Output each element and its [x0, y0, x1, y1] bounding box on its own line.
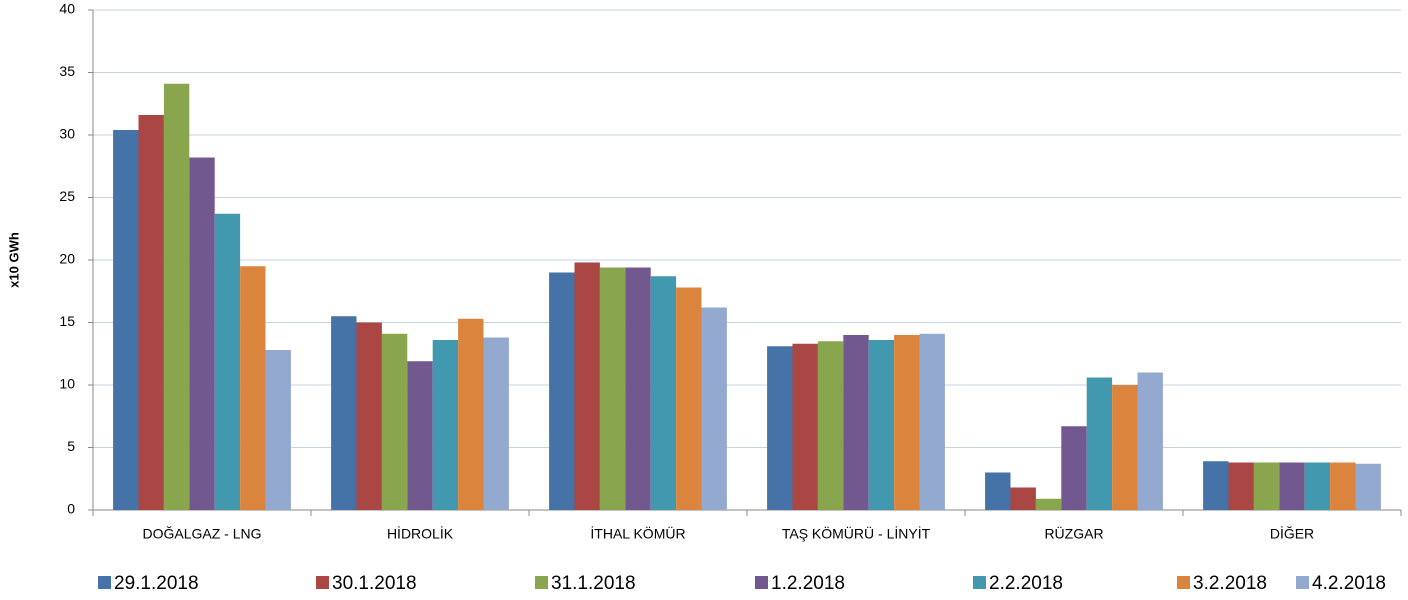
- bar: [1112, 385, 1138, 510]
- bar: [549, 272, 575, 510]
- bar: [919, 333, 945, 510]
- bar: [1228, 462, 1254, 510]
- legend-label: 4.2.2018: [1312, 573, 1386, 594]
- y-tick-label: 0: [67, 501, 75, 517]
- legend-swatch: [1296, 576, 1309, 589]
- bar: [817, 341, 844, 510]
- x-tick-label: TAŞ KÖMÜRÜ - LİNYİT: [782, 525, 931, 542]
- x-tick-label: DOĞALGAZ - LNG: [142, 526, 261, 542]
- legend-label: 3.2.2018: [1193, 573, 1267, 594]
- bar: [1086, 377, 1113, 510]
- x-tick-label: DİĞER: [1270, 525, 1314, 542]
- legend-swatch: [973, 576, 986, 589]
- x-tick-label: İTHAL KÖMÜR: [590, 525, 685, 542]
- y-tick-label: 20: [59, 251, 75, 267]
- legend-label: 1.2.2018: [771, 573, 845, 594]
- bar: [214, 213, 241, 510]
- x-tick-label: HİDROLİK: [387, 525, 454, 542]
- legend-label: 2.2.2018: [989, 573, 1063, 594]
- y-axis-label: x10 GWh: [6, 232, 21, 288]
- bar: [1304, 462, 1331, 510]
- legend-label: 31.1.2018: [551, 573, 636, 594]
- legend-swatch: [1177, 576, 1190, 589]
- bar: [458, 318, 484, 510]
- bar: [1061, 426, 1087, 510]
- bar: [599, 267, 626, 510]
- bar: [163, 83, 190, 510]
- legend-label: 30.1.2018: [332, 573, 417, 594]
- bar: [701, 307, 727, 510]
- bar: [1203, 461, 1229, 510]
- bar: [1253, 462, 1280, 510]
- bar: [985, 472, 1011, 510]
- y-tick-label: 40: [59, 1, 75, 17]
- bar: [894, 335, 920, 510]
- bar: [407, 361, 433, 510]
- bar: [113, 130, 139, 510]
- legend-swatch: [755, 576, 768, 589]
- bar: [792, 343, 818, 510]
- bar: [625, 267, 651, 510]
- bar: [381, 333, 408, 510]
- bar: [650, 276, 677, 510]
- legend-swatch: [316, 576, 329, 589]
- bar: [767, 346, 793, 510]
- bar: [1330, 462, 1356, 510]
- bar: [574, 262, 600, 510]
- y-tick-label: 25: [59, 188, 75, 204]
- legend-swatch: [98, 576, 111, 589]
- bar: [189, 157, 215, 510]
- bar: [868, 340, 895, 510]
- y-tick-label: 15: [59, 313, 75, 329]
- bar: [138, 115, 164, 510]
- bar: [483, 337, 509, 510]
- bar: [432, 340, 459, 510]
- y-tick-label: 35: [59, 63, 75, 79]
- bar: [265, 350, 291, 510]
- y-tick-label: 30: [59, 126, 75, 142]
- bar: [676, 287, 702, 510]
- bar: [1279, 462, 1305, 510]
- bar: [843, 335, 869, 510]
- y-tick-label: 10: [59, 376, 75, 392]
- legend-swatch: [535, 576, 548, 589]
- bar: [1355, 463, 1381, 510]
- bar: [356, 322, 382, 510]
- legend-label: 29.1.2018: [114, 573, 199, 594]
- bar: [240, 266, 266, 510]
- x-tick-label: RÜZGAR: [1044, 525, 1103, 542]
- y-tick-label: 5: [67, 438, 75, 454]
- bar: [1010, 487, 1036, 510]
- bar: [1137, 372, 1163, 510]
- bar: [331, 316, 357, 510]
- bar: [1035, 498, 1062, 510]
